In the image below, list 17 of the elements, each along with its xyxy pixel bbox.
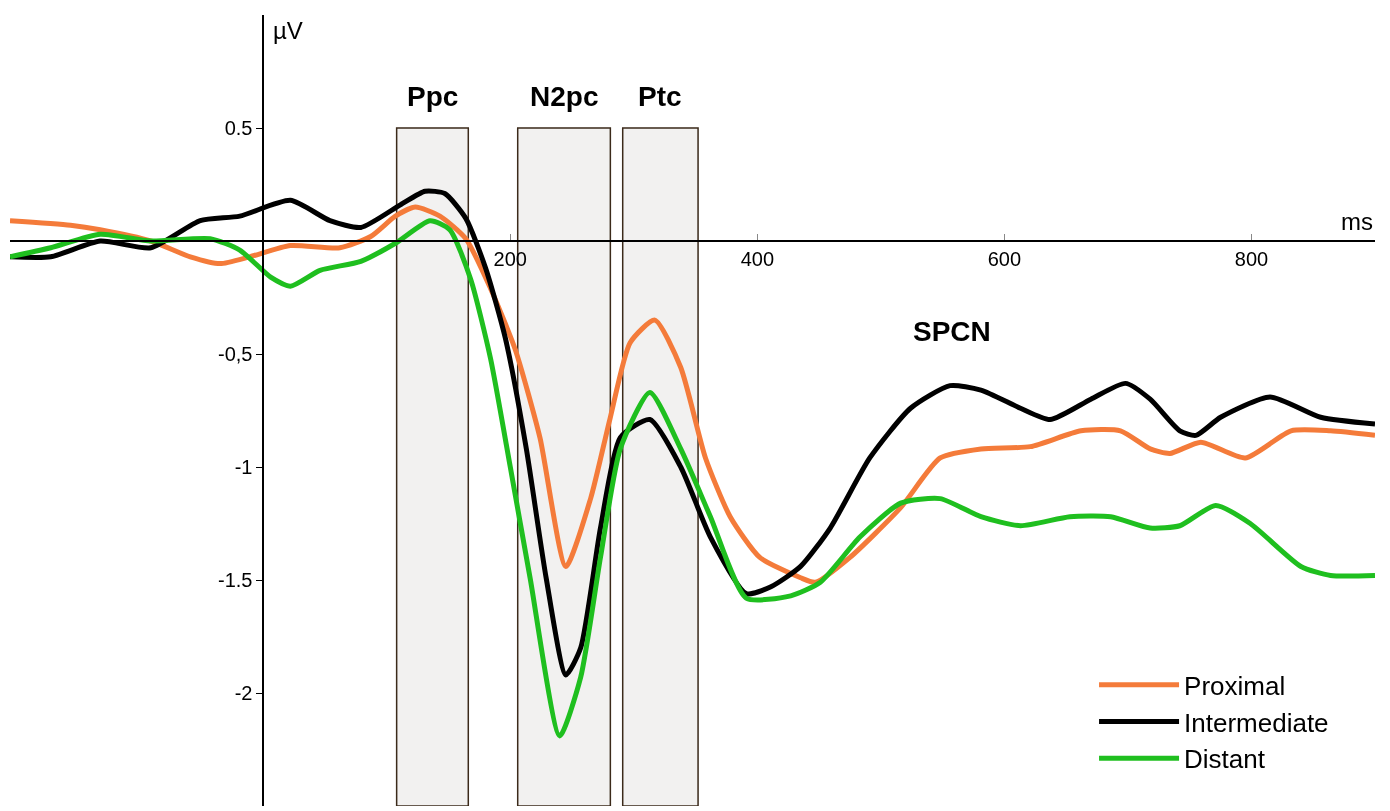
x-axis-title: ms [1341,208,1373,235]
y-axis-title: µV [273,17,303,44]
band-label: Ppc [407,81,459,112]
y-tick-label: -0,5 [218,343,253,365]
y-tick-label: -2 [234,682,253,704]
legend-label: Distant [1184,744,1266,775]
y-tick-label: -1.5 [218,569,253,591]
legend-label: Proximal [1184,670,1286,701]
annotation: SPCN [913,316,991,347]
x-tick-label: 400 [740,247,775,270]
y-tick-label: -1 [234,456,253,478]
y-tick-label: 0.5 [224,117,253,139]
x-tick-label: 800 [1234,247,1269,270]
x-tick-label: 600 [987,247,1022,270]
band-label: Ptc [638,81,682,112]
legend-label: Intermediate [1184,707,1329,738]
band-label: N2pc [530,81,599,112]
